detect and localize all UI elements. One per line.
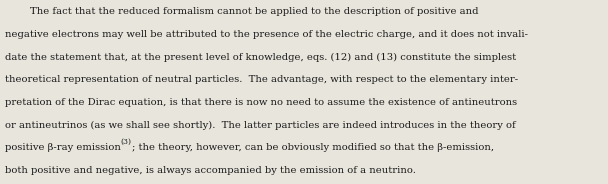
Text: pretation of the Dirac equation, is that there is now no need to assume the exis: pretation of the Dirac equation, is that… — [5, 98, 517, 107]
Text: or antineutrinos (as we shall see shortly).  The latter particles are indeed int: or antineutrinos (as we shall see shortl… — [5, 121, 516, 130]
Text: date the statement that, at the present level of knowledge, eqs. (12) and (13) c: date the statement that, at the present … — [5, 53, 516, 62]
Text: both positive and negative, is always accompanied by the emission of a neutrino.: both positive and negative, is always ac… — [5, 166, 416, 175]
Text: negative electrons may well be attributed to the presence of the electric charge: negative electrons may well be attribute… — [5, 30, 528, 39]
Text: ; the theory, however, can be obviously modified so that the β-emission,: ; the theory, however, can be obviously … — [132, 143, 494, 152]
Text: The fact that the reduced formalism cannot be applied to the description of posi: The fact that the reduced formalism cann… — [5, 7, 478, 16]
Text: theoretical representation of neutral particles.  The advantage, with respect to: theoretical representation of neutral pa… — [5, 75, 518, 84]
Text: positive β-ray emission: positive β-ray emission — [5, 143, 121, 152]
Text: (3): (3) — [121, 138, 132, 146]
